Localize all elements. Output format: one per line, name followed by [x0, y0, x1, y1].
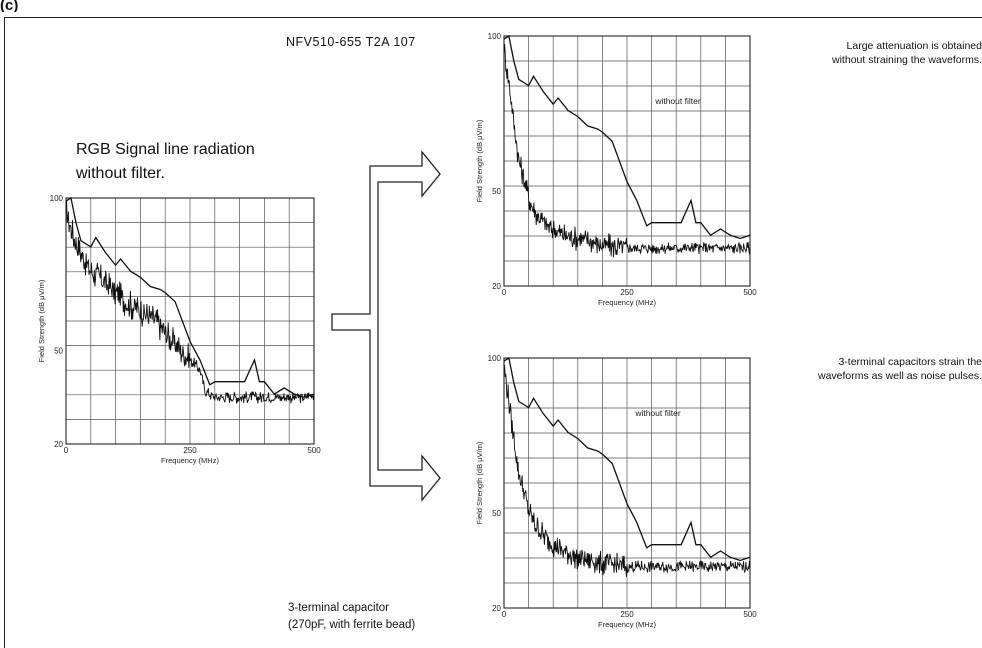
y-tick-label: 20	[54, 440, 63, 449]
x-tick-label: 250	[183, 446, 197, 455]
y-tick-label: 50	[54, 347, 63, 356]
note-bottom: 3-terminal capacitors strain the wavefor…	[764, 356, 982, 383]
capacitor-caption-line-1: 3-terminal capacitor	[288, 602, 389, 614]
branch-arrows	[331, 150, 441, 502]
y-tick-label: 100	[488, 354, 502, 363]
plot-border	[65, 197, 315, 445]
x-tick-label: 250	[620, 610, 634, 619]
annotation-without-filter: without filter	[634, 408, 681, 418]
noise-series-line	[503, 44, 751, 258]
x-tick-label: 500	[307, 446, 321, 455]
y-tick-label: 50	[492, 187, 501, 196]
annotation-without-filter: without filter	[654, 96, 701, 106]
chart-without-filter: 20 50 100 0 250 500 Frequency (MHz) Field Stren…	[37, 194, 321, 465]
chart-nfv-filter: 20 50 100 0 250 500 Frequency (MHz) Field Stren…	[475, 32, 757, 307]
x-tick-label: 0	[64, 446, 69, 455]
x-tick-label: 500	[743, 288, 757, 297]
part-number: NFV510-655 T2A 107	[286, 35, 416, 49]
plot-border	[503, 35, 751, 287]
envelope-series-line	[503, 34, 751, 240]
x-tick-label: 500	[743, 610, 757, 619]
grid	[65, 197, 315, 445]
figure-frame	[4, 17, 982, 648]
x-tick-label: 0	[502, 610, 507, 619]
note-top-line-1: Large attenuation is obtained	[846, 40, 982, 52]
y-axis-label: Field Strength (dB μV/m)	[475, 441, 484, 524]
x-axis-label: Frequency (MHz)	[598, 620, 656, 629]
noise-series-line	[503, 365, 751, 577]
chart-three-terminal-capacitor: 20 50 100 0 250 500 Frequency (MHz) Field Stren…	[475, 354, 757, 629]
y-tick-label: 20	[492, 604, 501, 613]
y-tick-label: 50	[492, 509, 501, 518]
y-tick-label: 100	[50, 194, 64, 203]
rgb-title-line-2: without filter.	[76, 165, 165, 182]
arrow-shape	[331, 150, 441, 502]
rgb-title: RGB Signal line radiation without filter…	[76, 138, 255, 186]
plot-border	[503, 357, 751, 609]
capacitor-caption-line-2: (270pF, with ferrite bead)	[288, 619, 416, 631]
x-axis-label: Frequency (MHz)	[598, 298, 656, 307]
rgb-title-line-1: RGB Signal line radiation	[76, 141, 255, 158]
figure-label: (c)	[0, 0, 19, 12]
note-bottom-line-1: 3-terminal capacitors strain the	[838, 356, 982, 368]
y-tick-label: 100	[488, 32, 502, 41]
y-axis-label: Field Strength (dB μV/m)	[475, 119, 484, 202]
envelope-series-line	[503, 356, 751, 562]
note-bottom-line-2: waveforms as well as noise pulses.	[818, 369, 982, 382]
x-tick-label: 250	[620, 288, 634, 297]
x-tick-label: 0	[502, 288, 507, 297]
y-tick-label: 20	[492, 282, 501, 291]
y-axis-label: Field Strength (dB μV/m)	[37, 279, 46, 362]
capacitor-caption: 3-terminal capacitor (270pF, with ferrit…	[288, 600, 415, 634]
note-top-line-2: without straining the waveforms.	[832, 53, 982, 66]
note-top: Large attenuation is obtained without st…	[764, 40, 982, 67]
noise-series-line	[65, 199, 315, 404]
x-axis-label: Frequency (MHz)	[161, 456, 219, 465]
envelope-series-line	[65, 196, 315, 398]
